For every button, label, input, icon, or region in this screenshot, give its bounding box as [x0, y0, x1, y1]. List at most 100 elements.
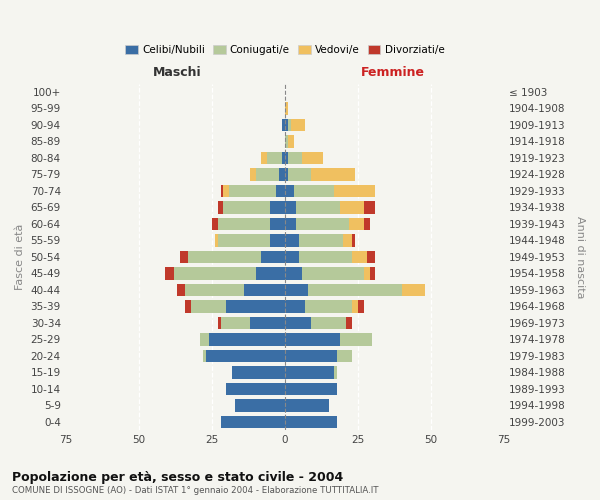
Text: Popolazione per età, sesso e stato civile - 2004: Popolazione per età, sesso e stato civil…: [12, 471, 343, 484]
Bar: [282, 152, 285, 164]
Bar: [352, 234, 355, 246]
Bar: [185, 300, 191, 312]
Bar: [285, 152, 288, 164]
Bar: [285, 135, 288, 147]
Bar: [206, 350, 285, 362]
Text: COMUNE DI ISSOGNE (AO) - Dati ISTAT 1° gennaio 2004 - Elaborazione TUTTITALIA.IT: COMUNE DI ISSOGNE (AO) - Dati ISTAT 1° g…: [12, 486, 379, 495]
Y-axis label: Anni di nascita: Anni di nascita: [575, 216, 585, 298]
Bar: [218, 234, 270, 246]
Bar: [200, 333, 209, 345]
Bar: [296, 218, 349, 230]
Bar: [288, 152, 302, 164]
Bar: [270, 234, 285, 246]
Bar: [262, 250, 285, 263]
Bar: [311, 316, 346, 329]
Bar: [285, 184, 293, 197]
Bar: [285, 284, 308, 296]
Bar: [221, 316, 250, 329]
Bar: [188, 250, 262, 263]
Bar: [364, 218, 370, 230]
Bar: [285, 316, 311, 329]
Bar: [176, 284, 185, 296]
Bar: [212, 218, 218, 230]
Bar: [358, 300, 364, 312]
Bar: [285, 168, 288, 180]
Bar: [285, 399, 329, 411]
Text: Femmine: Femmine: [361, 66, 425, 78]
Bar: [226, 382, 285, 395]
Bar: [285, 350, 337, 362]
Bar: [285, 366, 334, 378]
Bar: [340, 201, 364, 213]
Bar: [174, 267, 256, 280]
Bar: [223, 201, 270, 213]
Bar: [343, 234, 352, 246]
Text: Maschi: Maschi: [152, 66, 201, 78]
Bar: [223, 184, 229, 197]
Bar: [218, 218, 270, 230]
Bar: [179, 250, 188, 263]
Bar: [285, 250, 299, 263]
Bar: [352, 300, 358, 312]
Bar: [290, 118, 305, 131]
Bar: [215, 234, 218, 246]
Bar: [267, 152, 282, 164]
Bar: [282, 118, 285, 131]
Bar: [221, 416, 285, 428]
Bar: [285, 234, 299, 246]
Bar: [288, 168, 311, 180]
Bar: [221, 184, 223, 197]
Bar: [203, 350, 206, 362]
Bar: [302, 152, 323, 164]
Bar: [209, 333, 285, 345]
Bar: [226, 300, 285, 312]
Bar: [285, 382, 337, 395]
Bar: [334, 366, 337, 378]
Bar: [288, 135, 293, 147]
Bar: [364, 201, 376, 213]
Bar: [276, 184, 285, 197]
Bar: [256, 168, 279, 180]
Bar: [165, 267, 174, 280]
Bar: [299, 234, 343, 246]
Bar: [367, 250, 376, 263]
Bar: [288, 118, 290, 131]
Bar: [299, 250, 352, 263]
Bar: [305, 300, 352, 312]
Bar: [285, 102, 288, 115]
Bar: [218, 316, 221, 329]
Legend: Celibi/Nubili, Coniugati/e, Vedovi/e, Divorziati/e: Celibi/Nubili, Coniugati/e, Vedovi/e, Di…: [121, 40, 448, 59]
Bar: [250, 316, 285, 329]
Bar: [232, 366, 285, 378]
Bar: [229, 184, 276, 197]
Bar: [364, 267, 370, 280]
Bar: [340, 333, 373, 345]
Bar: [235, 399, 285, 411]
Bar: [191, 300, 226, 312]
Bar: [370, 267, 376, 280]
Bar: [349, 218, 364, 230]
Bar: [285, 118, 288, 131]
Y-axis label: Fasce di età: Fasce di età: [15, 224, 25, 290]
Bar: [256, 267, 285, 280]
Bar: [185, 284, 244, 296]
Bar: [401, 284, 425, 296]
Bar: [337, 350, 352, 362]
Bar: [218, 201, 223, 213]
Bar: [302, 267, 364, 280]
Bar: [296, 201, 340, 213]
Bar: [262, 152, 267, 164]
Bar: [285, 416, 337, 428]
Bar: [293, 184, 334, 197]
Bar: [308, 284, 401, 296]
Bar: [311, 168, 355, 180]
Bar: [285, 300, 305, 312]
Bar: [270, 201, 285, 213]
Bar: [334, 184, 376, 197]
Bar: [279, 168, 285, 180]
Bar: [244, 284, 285, 296]
Bar: [285, 267, 302, 280]
Bar: [285, 218, 296, 230]
Bar: [285, 201, 296, 213]
Bar: [270, 218, 285, 230]
